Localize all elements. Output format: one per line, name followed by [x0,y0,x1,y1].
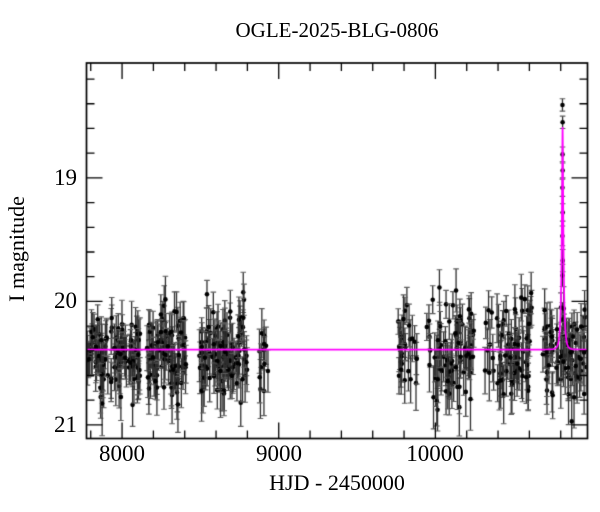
x-tick-label-10000: 10000 [406,441,464,466]
y-tick-label-19: 19 [54,165,77,190]
chart-title: OGLE-2025-BLG-0806 [235,18,439,42]
x-tick-label-9000: 9000 [256,441,302,466]
x-tick-label-8000: 8000 [99,441,145,466]
y-tick-label-20: 20 [54,288,77,313]
y-tick-label-21: 21 [54,412,77,437]
x-axis-label: HJD - 2450000 [269,470,405,495]
